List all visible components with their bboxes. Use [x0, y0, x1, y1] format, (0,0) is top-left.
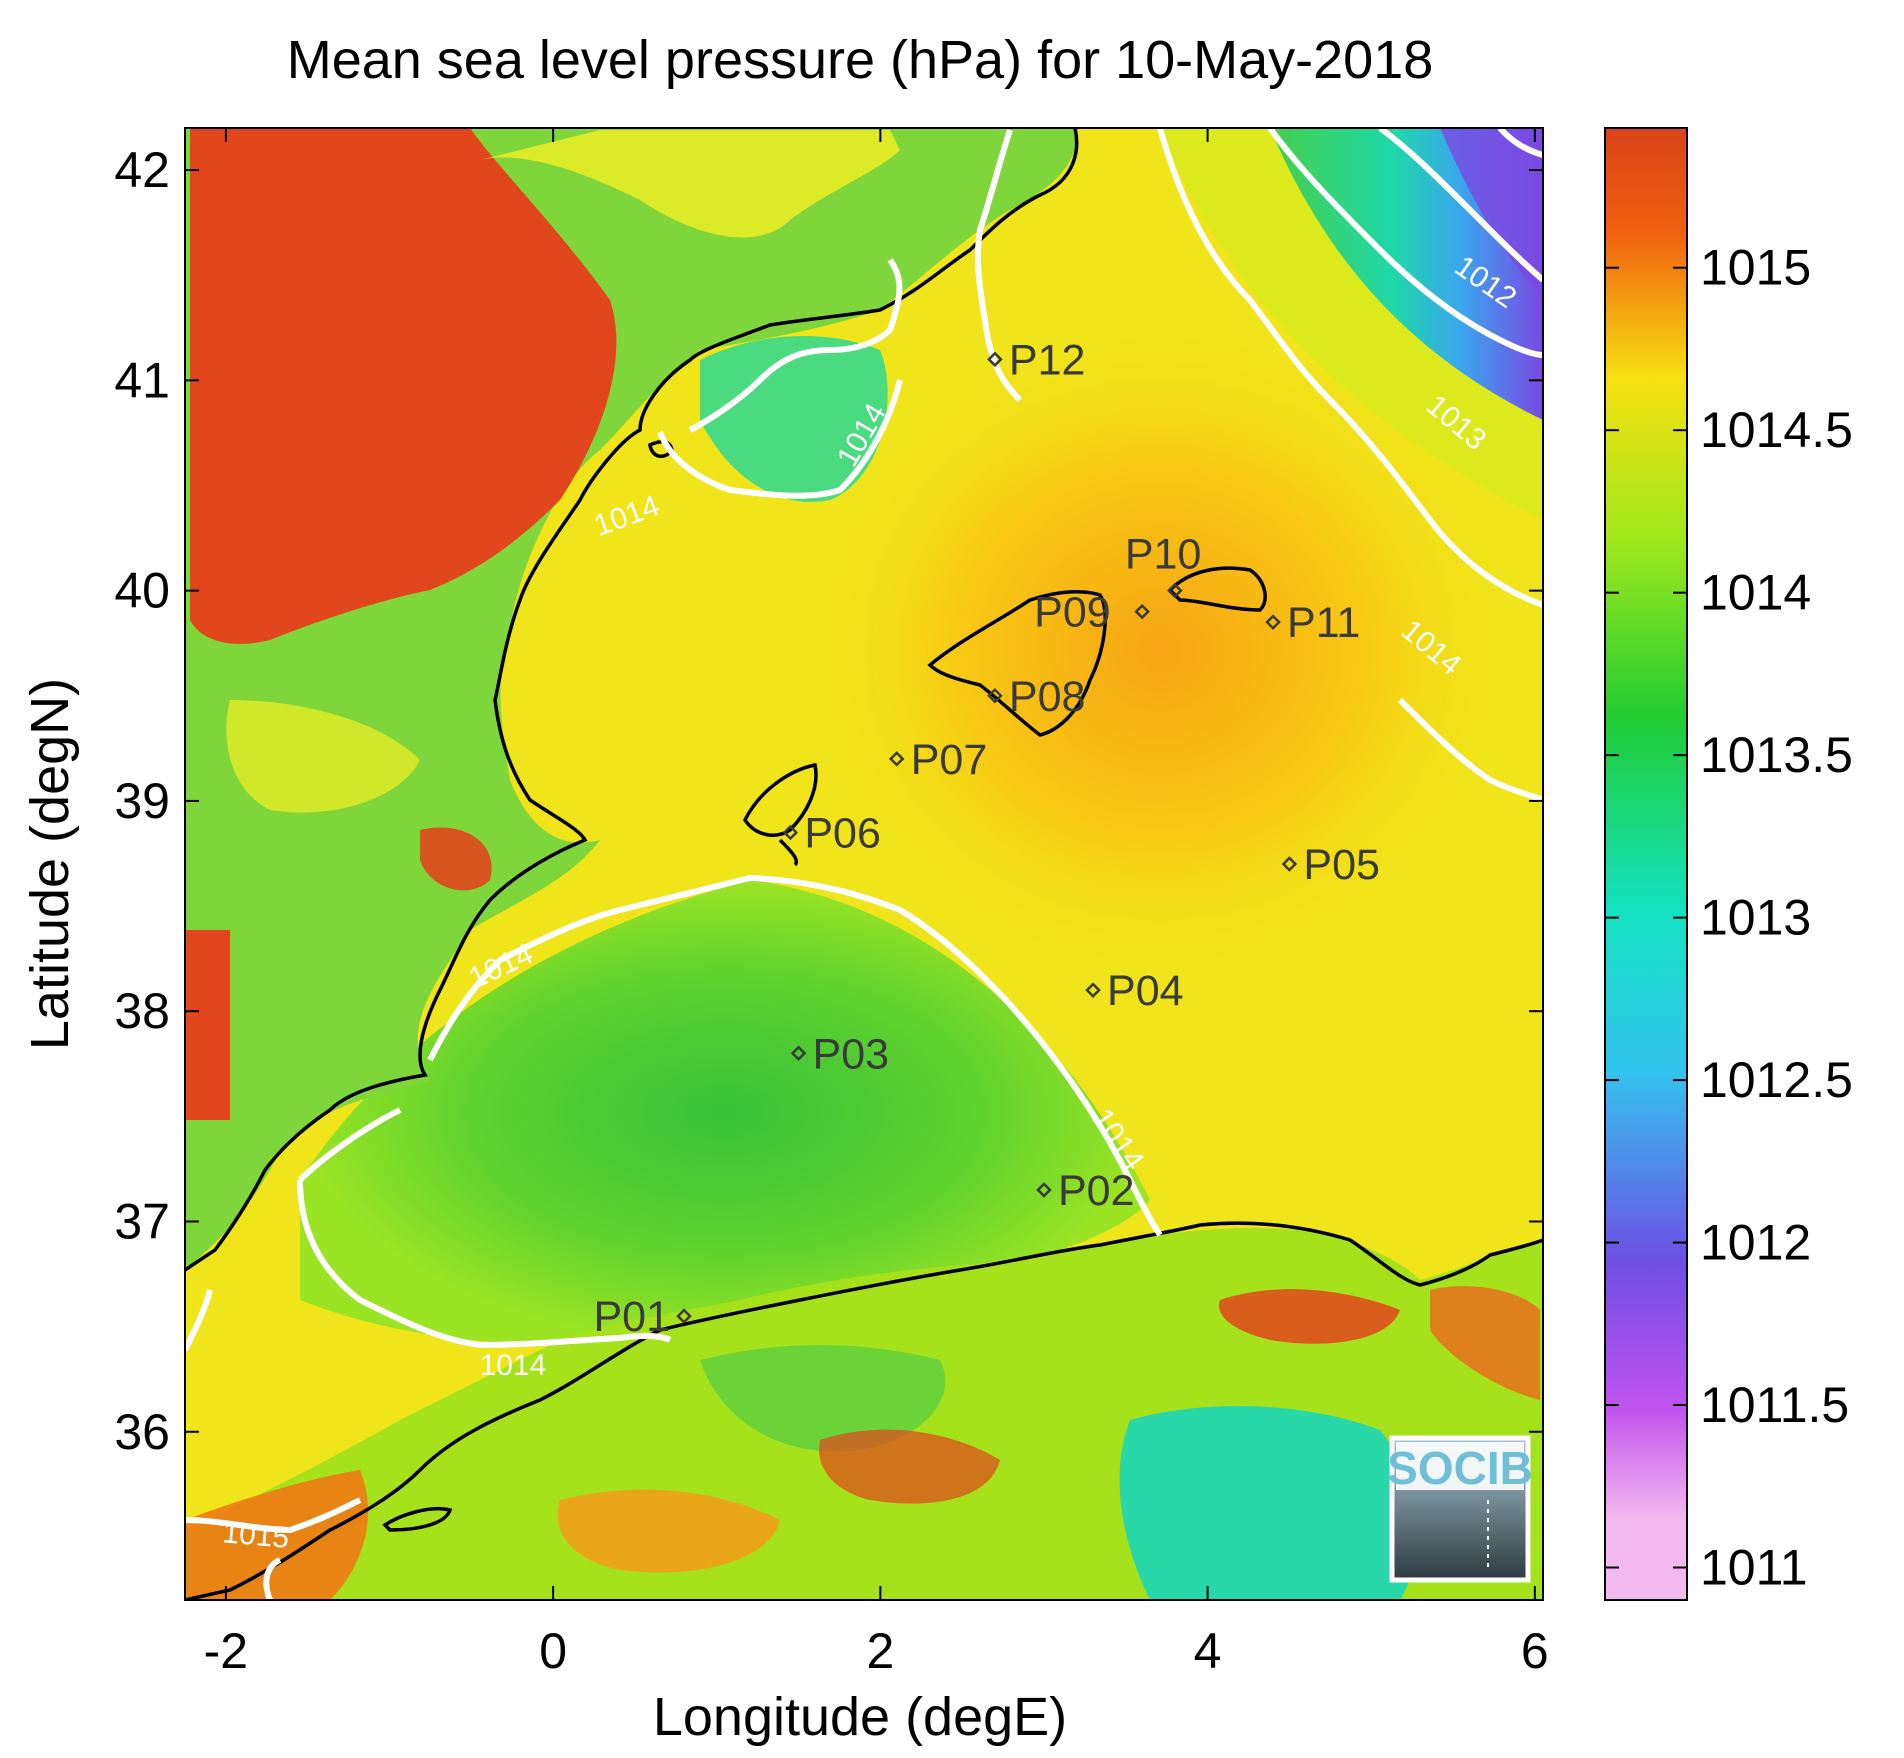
station-label: P10 — [1125, 531, 1202, 579]
station-p10: P10 — [1125, 531, 1202, 599]
station-marker — [782, 824, 799, 841]
station-p09: P09 — [1034, 589, 1150, 637]
y-axis-ticks: 42 41 40 39 38 37 36 — [114, 142, 1543, 1460]
coastlines — [185, 128, 1543, 1600]
x-tick-label: -2 — [204, 1623, 248, 1679]
station-p01: P01 — [594, 1293, 692, 1341]
x-axis-label: Longitude (degE) — [653, 1687, 1067, 1747]
low-pressure-area — [300, 880, 1150, 1345]
station-p06: P06 — [782, 809, 881, 857]
colorbar-tick-label: 1012 — [1700, 1215, 1811, 1271]
station-marker — [1167, 582, 1183, 599]
station-label: P03 — [813, 1030, 890, 1078]
station-label: P02 — [1058, 1167, 1135, 1215]
high-pressure-area — [800, 320, 1520, 980]
station-label: P07 — [911, 736, 988, 784]
station-label: P11 — [1287, 599, 1360, 647]
station-marker — [1085, 982, 1101, 998]
station-label: P12 — [1009, 336, 1086, 384]
chart-title: Mean sea level pressure (hPa) for 10-May… — [287, 30, 1434, 90]
station-p04: P04 — [1085, 967, 1184, 1015]
y-tick-label: 42 — [114, 142, 170, 198]
station-marker — [1036, 1182, 1052, 1198]
y-axis-label: Latitude (degN) — [20, 678, 80, 1050]
colorbar-tick-label: 1013.5 — [1700, 727, 1853, 783]
colorbar-tick-label: 1011.5 — [1700, 1377, 1849, 1433]
station-label: P04 — [1107, 967, 1184, 1015]
contour-lines — [185, 128, 1543, 1600]
x-tick-label: 0 — [539, 1623, 567, 1679]
contour-label: 1014 — [480, 1349, 547, 1382]
socib-logo-text: SOCIB — [1387, 1442, 1533, 1494]
y-tick-label: 40 — [114, 563, 170, 619]
station-p03: P03 — [790, 1030, 890, 1078]
socib-logo: SOCIB — [1387, 1435, 1533, 1583]
stations-layer: P01 P02 P03 P04 P05 P06 P07 P08 P09 P10 P11 P12 — [594, 336, 1380, 1341]
station-marker — [790, 1045, 807, 1062]
x-tick-label: 2 — [866, 1623, 894, 1679]
station-marker — [888, 751, 905, 767]
cyan-patch — [1119, 1406, 1418, 1600]
colorbar-tick-label: 1013 — [1700, 890, 1811, 946]
mallorca-coast — [927, 589, 1107, 737]
colorbar-tick-label: 1014.5 — [1700, 402, 1853, 458]
y-tick-label: 38 — [114, 983, 170, 1039]
y-tick-label: 37 — [114, 1193, 170, 1249]
station-marker — [987, 351, 1003, 368]
colorbar-tick-label: 1012.5 — [1700, 1052, 1853, 1108]
map-area: 1014 1014 1014 1014 1014 1014 1015 1013 … — [185, 128, 1543, 1600]
station-marker — [1265, 614, 1281, 630]
station-label: P09 — [1034, 589, 1111, 637]
colorbar-tick-label: 1015 — [1700, 240, 1811, 296]
colorbar-tick-label: 1014 — [1700, 565, 1811, 621]
x-axis-ticks: -2 0 2 4 6 — [204, 128, 1549, 1679]
iberia-highland — [190, 128, 617, 644]
colorbar-tick-label: 1011 — [1700, 1540, 1808, 1596]
y-tick-label: 41 — [114, 352, 170, 408]
station-p05: P05 — [1281, 841, 1380, 889]
x-tick-label: 6 — [1521, 1623, 1549, 1679]
station-marker — [1281, 856, 1298, 872]
menorca-coast — [1167, 566, 1267, 612]
station-marker — [987, 688, 1003, 704]
station-p12: P12 — [987, 336, 1086, 384]
station-p02: P02 — [1036, 1167, 1135, 1215]
station-p07: P07 — [888, 736, 988, 784]
y-tick-label: 36 — [114, 1404, 170, 1460]
map-frame — [184, 127, 1544, 1601]
station-marker — [676, 1308, 692, 1324]
station-label: P05 — [1303, 841, 1380, 889]
station-label: P08 — [1009, 673, 1086, 721]
station-marker — [1134, 603, 1150, 620]
contour-label: 1015 — [221, 1516, 290, 1555]
station-label: P06 — [804, 809, 881, 857]
colorbar-ticks: 1015 1014.5 1014 1013.5 1013 1012.5 1012 1011.5… — [1605, 240, 1853, 1596]
y-tick-label: 39 — [114, 773, 170, 829]
x-tick-label: 4 — [1194, 1623, 1222, 1679]
ibiza-coast — [742, 762, 818, 837]
station-p08: P08 — [987, 673, 1086, 721]
station-label: P01 — [594, 1293, 671, 1341]
colorbar — [1604, 127, 1688, 1601]
station-p11: P11 — [1265, 599, 1360, 647]
